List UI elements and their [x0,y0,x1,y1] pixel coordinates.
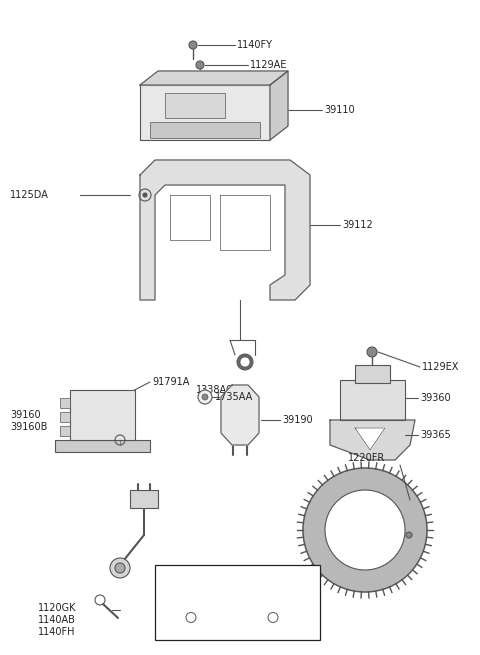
Polygon shape [355,428,385,450]
Bar [165,93,225,118]
Circle shape [202,394,208,400]
Text: 1140EB: 1140EB [259,578,297,588]
Bar [60,426,70,436]
Text: 1140FY: 1140FY [237,40,273,50]
Bar [55,440,150,452]
Text: 1129EE: 1129EE [178,578,215,588]
Circle shape [237,354,253,370]
Circle shape [189,41,197,49]
Circle shape [110,558,130,578]
Circle shape [115,563,125,573]
Bar [60,412,70,422]
Text: 39190: 39190 [282,415,312,425]
Text: 1735AA: 1735AA [215,392,253,402]
Bar [355,365,390,383]
Text: 1140AB: 1140AB [38,615,76,625]
Bar [150,122,260,138]
Bar [60,398,70,408]
Bar [140,85,270,140]
Polygon shape [140,160,310,300]
Text: 1338AC: 1338AC [196,385,234,395]
Polygon shape [221,385,259,445]
Text: 39160: 39160 [10,410,41,420]
Text: 39112: 39112 [342,220,373,230]
Bar [130,490,158,508]
Text: 1129AE: 1129AE [250,60,288,70]
Circle shape [325,490,405,570]
Circle shape [240,357,250,367]
Text: 1129EX: 1129EX [422,362,459,372]
Circle shape [196,61,204,69]
Circle shape [367,347,377,357]
Bar [340,380,405,420]
Circle shape [406,532,412,538]
Polygon shape [170,195,210,240]
Circle shape [198,390,212,404]
Polygon shape [140,71,288,85]
Text: 39365: 39365 [420,430,451,440]
Polygon shape [330,420,415,460]
Circle shape [143,193,147,197]
Text: 91791A: 91791A [152,377,190,387]
Bar [155,565,320,640]
Polygon shape [270,71,288,140]
Bar [70,390,135,440]
Text: 39110: 39110 [324,105,355,115]
Text: 1140FH: 1140FH [38,627,75,637]
Text: 1120GK: 1120GK [38,603,76,613]
Text: 39360: 39360 [420,393,451,403]
Polygon shape [220,195,270,250]
Text: 39160B: 39160B [10,422,48,432]
Text: 1220FR: 1220FR [348,453,385,463]
Text: 1125DA: 1125DA [10,190,49,200]
